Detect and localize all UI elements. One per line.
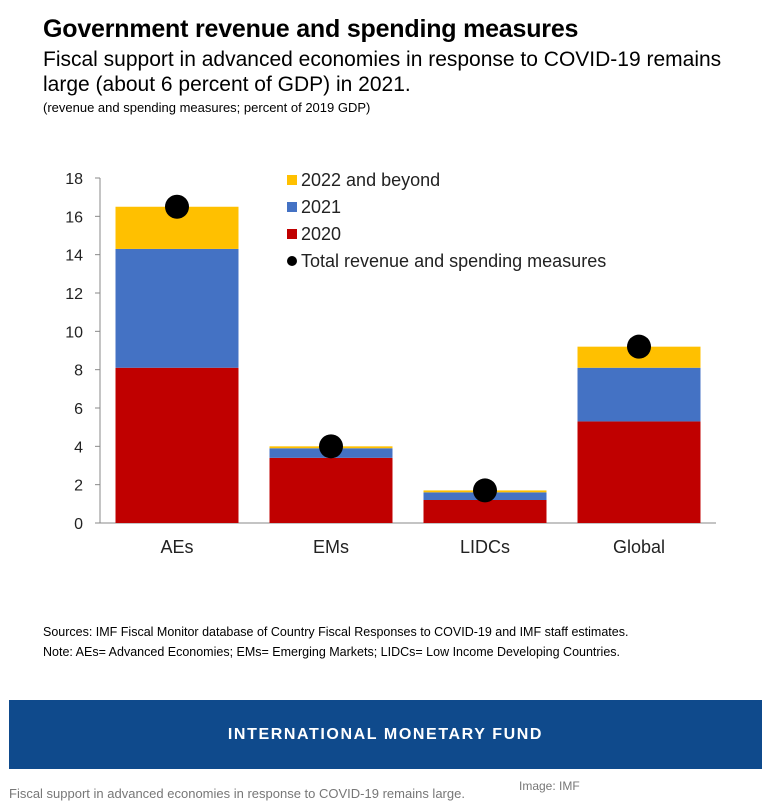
- sources-note: Sources: IMF Fiscal Monitor database of …: [43, 625, 629, 639]
- y-tick-label: 10: [65, 324, 83, 341]
- y-tick-label: 12: [65, 286, 83, 303]
- legend-label: Total revenue and spending measures: [301, 251, 606, 271]
- y-tick-label: 18: [65, 171, 83, 188]
- bar-segment-2020: [269, 457, 393, 523]
- legend-swatch-2021: [287, 202, 297, 212]
- chart-title: Government revenue and spending measures: [43, 15, 579, 43]
- total-marker: [319, 434, 343, 459]
- total-marker: [473, 478, 497, 503]
- legend-label: 2022 and beyond: [301, 170, 440, 190]
- image-caption: Fiscal support in advanced economies in …: [9, 786, 465, 801]
- y-tick-label: 16: [65, 209, 83, 226]
- total-marker: [165, 194, 189, 219]
- x-tick-label: LIDCs: [460, 537, 510, 557]
- total-marker: [627, 334, 651, 359]
- y-tick-label: 2: [74, 478, 83, 495]
- x-tick-label: Global: [613, 537, 665, 557]
- y-tick-label: 0: [74, 516, 83, 533]
- bar-segment-2020: [423, 500, 547, 523]
- stacked-bar-chart: 0 2 4 6 8 10 12 14 16 18 AEs EMs LIDCs Global 2022 and…: [65, 170, 716, 557]
- legend-swatch-2022-and-beyond: [287, 175, 297, 185]
- chart-notes: Sources: IMF Fiscal Monitor database of …: [43, 622, 628, 662]
- x-tick-label: AEs: [160, 537, 193, 557]
- bar-segment-2020: [577, 421, 701, 523]
- image-credit: Image: IMF: [519, 779, 580, 793]
- legend-label: 2021: [301, 197, 341, 217]
- abbreviation-note: Note: AEs= Advanced Economies; EMs= Emer…: [43, 645, 621, 659]
- y-tick-label: 8: [74, 363, 83, 380]
- y-tick-label: 14: [65, 248, 83, 265]
- x-tick-label: EMs: [313, 537, 349, 557]
- bar-segment-2021: [577, 367, 701, 422]
- bar-segment-2021: [115, 248, 239, 368]
- imf-banner: INTERNATIONAL MONETARY FUND: [9, 700, 762, 769]
- bar-segment-2020: [115, 367, 239, 523]
- y-tick-label: 4: [74, 439, 83, 456]
- unit-label: (revenue and spending measures; percent …: [43, 100, 371, 115]
- legend-swatch-total: [287, 256, 297, 266]
- legend-label: 2020: [301, 224, 341, 244]
- chart-subtitle: Fiscal support in advanced economies in …: [43, 48, 722, 96]
- legend-swatch-2020: [287, 229, 297, 239]
- y-tick-label: 6: [74, 401, 83, 418]
- banner-text: INTERNATIONAL MONETARY FUND: [227, 725, 544, 743]
